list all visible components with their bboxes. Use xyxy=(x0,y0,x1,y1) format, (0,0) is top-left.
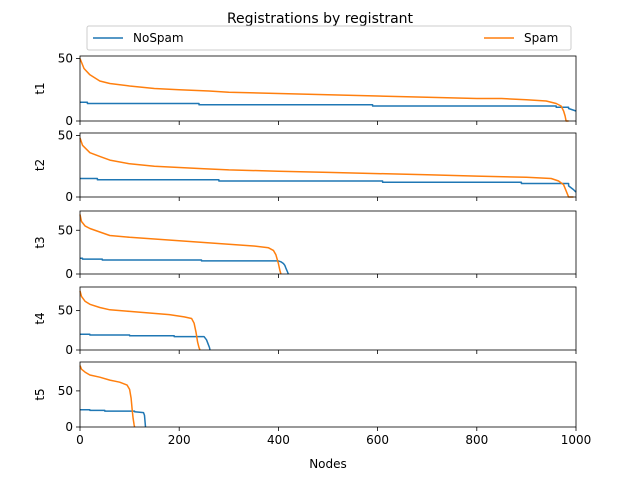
legend-label-nospam: NoSpam xyxy=(133,31,184,45)
legend: NoSpam Spam xyxy=(86,25,572,51)
y-axis-label-t5: t5 xyxy=(33,388,47,400)
series-nospam-t1 xyxy=(80,101,577,112)
x-tick-label: 800 xyxy=(465,433,488,447)
y-axis-label-t4: t4 xyxy=(33,312,47,324)
y-tick-label: 0 xyxy=(65,343,73,357)
x-tick-label: 200 xyxy=(168,433,191,447)
series-spam-t1 xyxy=(79,58,569,122)
y-tick-label: 50 xyxy=(58,304,73,318)
series-spam-t4 xyxy=(79,290,201,351)
y-tick-label: 0 xyxy=(65,420,73,434)
y-axis-label-t2: t2 xyxy=(33,159,47,171)
axes-frame-t3 xyxy=(79,210,577,275)
y-tick-label: 0 xyxy=(65,114,73,128)
y-tick-label: 0 xyxy=(65,190,73,204)
subplot-t3: 0 50 t3 xyxy=(33,210,577,281)
series-spam-t3 xyxy=(79,214,282,275)
y-axis-label-t1: t1 xyxy=(33,82,47,94)
series-nospam-t3 xyxy=(80,257,289,275)
subplot-t2: 0 50 t2 xyxy=(33,128,577,204)
y-axis-label-t3: t3 xyxy=(33,236,47,248)
axes-frame-t4 xyxy=(79,286,577,351)
legend-frame xyxy=(86,25,572,51)
series-nospam-t5 xyxy=(80,408,147,428)
subplot-t4: 0 50 t4 xyxy=(33,286,577,357)
x-tick-label: 400 xyxy=(267,433,290,447)
axes-frame-t1 xyxy=(79,55,577,122)
x-tick-label: 600 xyxy=(366,433,389,447)
axes-frame-t5 xyxy=(79,361,577,428)
y-tick-label: 50 xyxy=(58,128,73,142)
y-tick-label: 0 xyxy=(65,267,73,281)
x-tick-label: 0 xyxy=(76,433,84,447)
y-tick-label: 50 xyxy=(58,52,73,66)
subplot-t1: 0 50 t1 xyxy=(33,52,577,128)
y-tick-label: 50 xyxy=(58,223,73,237)
y-tick-label: 50 xyxy=(58,384,73,398)
axes-frame-t2 xyxy=(79,132,577,198)
x-tick-label: 1000 xyxy=(561,433,592,447)
series-spam-t2 xyxy=(79,137,574,198)
series-nospam-t4 xyxy=(80,333,211,351)
legend-label-spam: Spam xyxy=(524,31,558,45)
x-axis-label: Nodes xyxy=(309,457,347,471)
subplot-t5: 0 50 t5 0 200 400 600 800 1000 xyxy=(33,361,592,447)
series-nospam-t2 xyxy=(80,177,577,193)
series-spam-t5 xyxy=(79,365,136,428)
chart-title: Registrations by registrant xyxy=(227,11,414,27)
